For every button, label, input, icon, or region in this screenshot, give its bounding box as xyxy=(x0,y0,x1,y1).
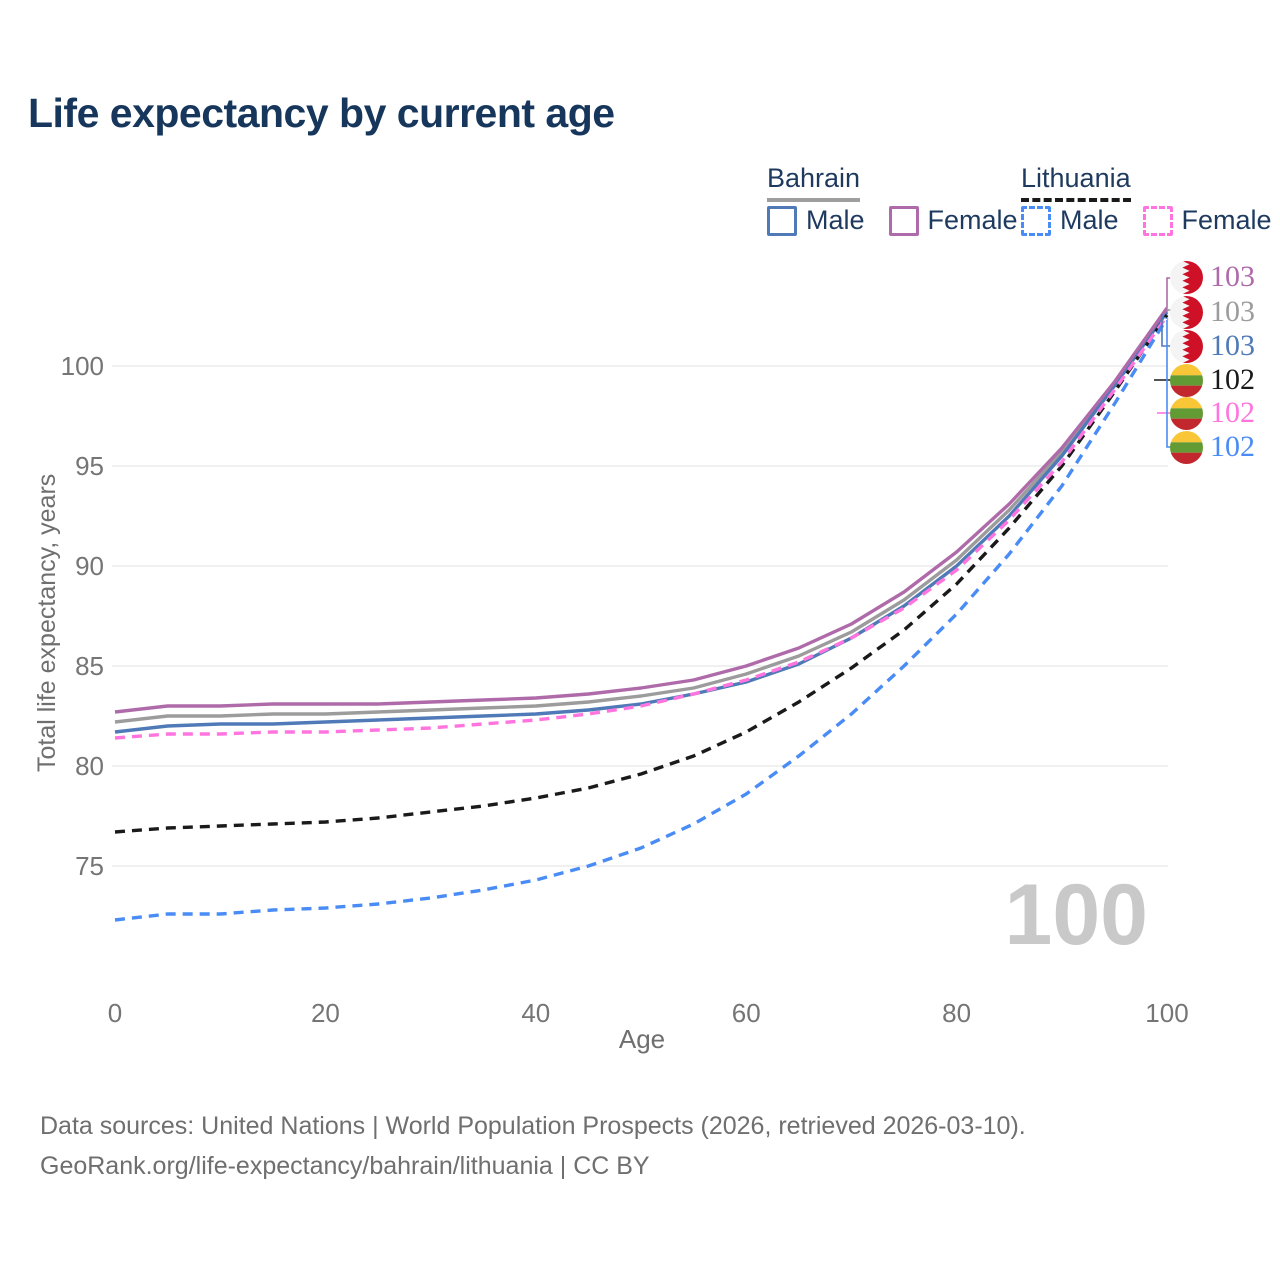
end-value: 102 xyxy=(1210,396,1255,429)
gridlines xyxy=(112,365,1168,867)
x-tick-label: 20 xyxy=(311,998,340,1028)
series-line-lithuania-female[interactable] xyxy=(114,315,1169,740)
y-tick-label: 100 xyxy=(61,351,104,381)
end-label-bahrain-all: 103 xyxy=(1170,295,1255,329)
lithuania-flag-icon xyxy=(1170,430,1203,464)
legend-item-lithuania-male[interactable]: Male xyxy=(1021,205,1119,236)
bahrain-flag-icon xyxy=(1170,295,1203,329)
y-axis-tick-labels: 100 95 90 85 80 75 xyxy=(61,351,104,881)
bahrain-male-swatch-icon[interactable] xyxy=(767,205,797,236)
end-value: 102 xyxy=(1210,430,1255,463)
end-label-lithuania-male: 102 xyxy=(1170,430,1255,464)
end-label-connectors xyxy=(1154,277,1171,448)
end-label-connector xyxy=(1166,320,1171,448)
legend-group-bahrain: Bahrain xyxy=(767,163,861,202)
age-watermark: 100 xyxy=(1004,867,1149,963)
end-label-bahrain-female: 103 xyxy=(1170,260,1255,294)
series-line-lithuania-male[interactable] xyxy=(114,317,1169,922)
attribution-line: GeoRank.org/life-expectancy/bahrain/lith… xyxy=(40,1152,650,1180)
page-title: Life expectancy by current age xyxy=(28,90,615,136)
legend-item-label: Female xyxy=(1181,205,1272,235)
life-expectancy-chart: 100 95 90 85 80 75 0 20 40 60 80 100 xyxy=(61,277,1189,1028)
bahrain-flag-icon xyxy=(1170,260,1203,294)
end-label-lithuania-all: 102 xyxy=(1170,363,1255,397)
lithuania-male-swatch-icon[interactable] xyxy=(1021,205,1051,236)
lithuania-flag-icon xyxy=(1170,363,1203,397)
end-label-lithuania-female: 102 xyxy=(1170,396,1255,430)
lithuania-flag-icon xyxy=(1170,396,1203,430)
series-line-bahrain-both-sexes[interactable] xyxy=(114,309,1169,724)
legend-country-lithuania[interactable]: Lithuania xyxy=(1021,163,1131,202)
y-axis-title: Total life expectancy, years xyxy=(33,473,61,772)
bahrain-female-swatch-icon[interactable] xyxy=(888,205,919,236)
legend-country-bahrain[interactable]: Bahrain xyxy=(767,163,861,202)
end-value: 103 xyxy=(1210,260,1255,293)
end-label-connector xyxy=(1166,277,1171,308)
y-tick-label: 85 xyxy=(75,651,104,681)
data-sources-line: Data sources: United Nations | World Pop… xyxy=(40,1112,1026,1140)
legend-item-lithuania-female[interactable]: Female xyxy=(1142,205,1272,236)
series-line-bahrain-male[interactable] xyxy=(114,311,1169,734)
x-axis-title: Age xyxy=(618,1024,666,1054)
x-axis-tick-labels: 0 20 40 60 80 100 xyxy=(108,998,1189,1028)
bahrain-flag-icon xyxy=(1170,329,1203,363)
end-value: 103 xyxy=(1210,295,1255,328)
legend-item-bahrain-male[interactable]: Male xyxy=(767,205,865,236)
x-tick-label: 60 xyxy=(732,998,761,1028)
legend-group-lithuania: Lithuania xyxy=(1021,163,1131,202)
series-line-bahrain-female[interactable] xyxy=(114,307,1169,714)
legend-item-bahrain-female[interactable]: Female xyxy=(888,205,1018,236)
legend-item-label: Male xyxy=(1060,205,1119,235)
footer: Data sources: United Nations | World Pop… xyxy=(40,1106,1026,1186)
legend-items-lithuania: Male Female xyxy=(1021,205,1272,236)
lithuania-female-swatch-icon[interactable] xyxy=(1142,205,1173,236)
x-tick-label: 0 xyxy=(108,998,122,1028)
series-lines xyxy=(114,307,1169,922)
legend-item-label: Male xyxy=(806,205,865,235)
x-tick-label: 40 xyxy=(521,998,550,1028)
x-tick-label: 80 xyxy=(942,998,971,1028)
y-tick-label: 75 xyxy=(75,851,104,881)
end-label-bahrain-male: 103 xyxy=(1170,329,1255,363)
end-label-connector xyxy=(1161,314,1171,347)
legend-item-label: Female xyxy=(927,205,1018,235)
legend-items-bahrain: Male Female xyxy=(767,205,1018,236)
series-line-lithuania-both-sexes[interactable] xyxy=(114,314,1169,834)
y-tick-label: 95 xyxy=(75,451,104,481)
end-value: 102 xyxy=(1210,363,1255,396)
end-value: 103 xyxy=(1210,329,1255,362)
x-tick-label: 100 xyxy=(1145,998,1188,1028)
y-tick-label: 80 xyxy=(75,751,104,781)
y-tick-label: 90 xyxy=(75,551,104,581)
